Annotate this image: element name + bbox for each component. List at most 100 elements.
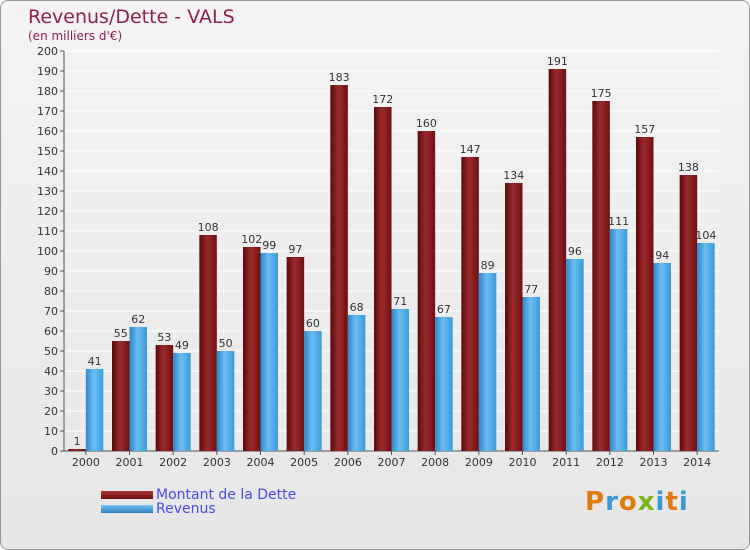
data-label-revenus: 99 — [262, 239, 276, 252]
bar-dette — [199, 235, 217, 451]
y-tick-label: 110 — [37, 225, 58, 238]
proxiti-logo: Proxiti — [585, 487, 689, 517]
x-tick-label: 2012 — [596, 456, 624, 469]
y-tick-label: 170 — [37, 105, 58, 118]
data-label-dette: 172 — [372, 93, 393, 106]
data-label-dette: 175 — [591, 87, 612, 100]
y-tick-label: 150 — [37, 145, 58, 158]
logo-letter: x — [637, 487, 656, 517]
y-tick-label: 200 — [37, 45, 58, 58]
logo-letter: i — [678, 487, 689, 517]
y-tick-label: 130 — [37, 185, 58, 198]
chart-subtitle: (en milliers d'€) — [28, 29, 123, 43]
legend-label-dette: Montant de la Dette — [156, 487, 297, 503]
y-tick-label: 80 — [44, 285, 58, 298]
x-tick-label: 2000 — [72, 456, 100, 469]
y-tick-label: 160 — [37, 125, 58, 138]
data-label-dette: 138 — [678, 161, 699, 174]
bar-revenus — [260, 253, 278, 451]
bar-dette — [505, 183, 523, 451]
y-tick-label: 140 — [37, 165, 58, 178]
bar-revenus — [304, 331, 322, 451]
data-label-dette: 160 — [416, 117, 437, 130]
data-label-revenus: 62 — [131, 313, 145, 326]
x-tick-label: 2013 — [640, 456, 668, 469]
y-tick-label: 120 — [37, 205, 58, 218]
x-tick-label: 2008 — [421, 456, 449, 469]
data-label-revenus: 94 — [655, 249, 669, 262]
y-tick-label: 60 — [44, 325, 58, 338]
bar-dette — [68, 449, 86, 451]
bar-revenus — [85, 369, 104, 451]
bar-dette — [592, 101, 610, 451]
bar-dette — [243, 247, 261, 451]
data-label-revenus: 77 — [524, 283, 538, 296]
data-label-revenus: 50 — [219, 337, 233, 350]
data-label-revenus: 104 — [695, 229, 716, 242]
y-tick-label: 20 — [44, 405, 58, 418]
bar-dette — [417, 131, 436, 451]
data-label-dette: 55 — [114, 327, 128, 340]
bar-dette — [636, 137, 654, 451]
y-tick-label: 180 — [37, 85, 58, 98]
data-label-dette: 134 — [503, 169, 524, 182]
bar-dette — [330, 85, 348, 451]
y-tick-label: 10 — [44, 425, 58, 438]
x-tick-label: 2003 — [203, 456, 231, 469]
bar-dette — [679, 175, 698, 451]
data-label-dette: 1 — [74, 435, 81, 448]
data-label-revenus: 49 — [175, 339, 189, 352]
y-tick-label: 190 — [37, 65, 58, 78]
x-tick-label: 2009 — [465, 456, 493, 469]
bar-dette — [155, 345, 174, 451]
logo-letter: r — [605, 487, 619, 517]
x-tick-label: 2010 — [509, 456, 537, 469]
bar-revenus — [173, 353, 191, 451]
y-tick-label: 90 — [44, 265, 58, 278]
bar-revenus — [435, 317, 453, 451]
legend-label-revenus: Revenus — [156, 501, 216, 517]
x-tick-label: 2007 — [378, 456, 406, 469]
x-tick-label: 2005 — [290, 456, 318, 469]
legend-swatch-dette — [101, 491, 153, 499]
legend-swatch-revenus — [101, 505, 153, 513]
data-label-dette: 53 — [157, 331, 171, 344]
logo-letter: i — [655, 487, 666, 517]
data-label-revenus: 60 — [306, 317, 320, 330]
data-label-dette: 102 — [241, 233, 262, 246]
data-label-revenus: 111 — [608, 215, 629, 228]
x-tick-label: 2006 — [334, 456, 362, 469]
data-label-dette: 191 — [547, 55, 568, 68]
bar-revenus — [478, 273, 497, 451]
data-label-revenus: 71 — [393, 295, 407, 308]
data-label-revenus: 96 — [568, 245, 582, 258]
legend-item-dette: Montant de la Dette — [101, 487, 297, 503]
x-tick-label: 2004 — [247, 456, 275, 469]
bar-dette — [548, 69, 567, 451]
x-tick-label: 2014 — [683, 456, 711, 469]
bar-revenus — [391, 309, 409, 451]
bar-revenus — [609, 229, 628, 451]
bar-dette — [461, 157, 479, 451]
bar-revenus — [566, 259, 584, 451]
bar-dette — [112, 341, 130, 451]
data-label-dette: 147 — [460, 143, 481, 156]
data-label-dette: 183 — [329, 71, 350, 84]
y-tick-label: 70 — [44, 305, 58, 318]
data-label-revenus: 67 — [437, 303, 451, 316]
logo-letter: P — [585, 487, 606, 517]
bar-revenus — [129, 327, 147, 451]
bar-dette — [286, 257, 305, 451]
chart-title: Revenus/Dette - VALS — [28, 6, 235, 28]
y-tick-label: 0 — [51, 445, 58, 458]
y-tick-label: 30 — [44, 385, 58, 398]
bar-revenus — [653, 263, 671, 451]
data-label-dette: 108 — [198, 221, 219, 234]
legend-item-revenus: Revenus — [101, 501, 216, 517]
bar-revenus — [216, 351, 235, 451]
data-label-dette: 157 — [634, 123, 655, 136]
data-label-dette: 97 — [288, 243, 302, 256]
bar-revenus — [347, 315, 366, 451]
x-tick-label: 2002 — [159, 456, 187, 469]
